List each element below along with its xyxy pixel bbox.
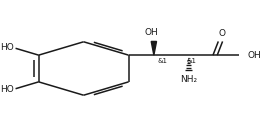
Text: O: O <box>218 29 225 38</box>
Text: HO: HO <box>1 85 14 94</box>
Text: HO: HO <box>1 43 14 52</box>
Text: &1: &1 <box>186 58 196 64</box>
Text: &1: &1 <box>157 58 167 64</box>
Text: OH: OH <box>248 51 261 60</box>
Polygon shape <box>151 41 157 55</box>
Text: NH₂: NH₂ <box>180 75 197 84</box>
Text: OH: OH <box>144 28 158 37</box>
